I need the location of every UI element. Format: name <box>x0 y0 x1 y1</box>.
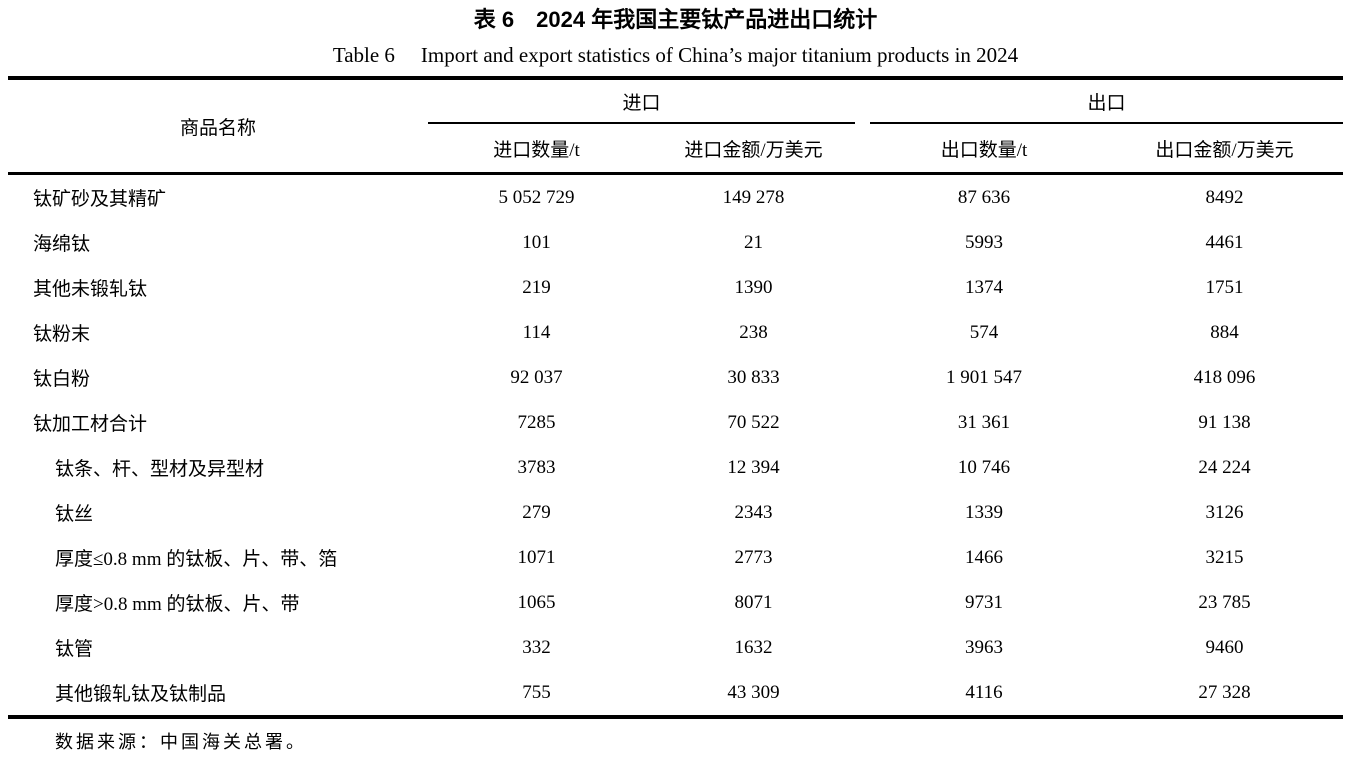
value-cell: 149 278 <box>722 186 785 208</box>
value-cell: 23 785 <box>1198 591 1251 613</box>
value-cell: 91 138 <box>1198 411 1251 433</box>
column-group-export-label: 出口 <box>870 80 1344 124</box>
value-cell: 9460 <box>1205 636 1244 658</box>
value-cell: 1751 <box>1205 276 1244 298</box>
value-cell: 114 <box>522 321 551 343</box>
column-group-import: 进口 <box>428 78 862 124</box>
value-cell: 1632 <box>734 636 773 658</box>
group-header-row: 商品名称 进口 出口 <box>8 78 1344 175</box>
value-cell: 238 <box>739 321 768 343</box>
table-number-en: Table 6 <box>332 43 395 67</box>
product-name-cell: 钛粉末 <box>33 324 91 345</box>
value-cell: 755 <box>522 681 551 703</box>
value-cell: 8071 <box>734 591 773 613</box>
value-cell: 10 746 <box>957 456 1011 478</box>
value-cell: 70 522 <box>727 411 780 433</box>
product-name-cell: 其他锻轧钛及钛制品 <box>55 684 227 705</box>
table-row: 钛粉末 114 238 574 884 <box>8 310 1343 355</box>
column-group-import-label: 进口 <box>428 80 856 124</box>
value-cell: 1390 <box>734 276 773 298</box>
value-cell: 418 096 <box>1193 366 1256 388</box>
value-cell: 4461 <box>1205 231 1244 253</box>
product-name-cell: 钛丝 <box>55 504 94 525</box>
sub-header-row: 进口数量/t 进口金额/万美元 出口数量/t 出口金额/万美元 <box>8 124 1344 175</box>
value-cell: 24 224 <box>1198 456 1251 478</box>
product-name-cell: 厚度>0.8 mm 的钛板、片、带 <box>55 594 300 615</box>
value-cell: 92 037 <box>510 366 563 388</box>
column-header-export-quantity: 出口数量/t <box>862 124 1107 175</box>
table-title-zh: 表 6 2024 年我国主要钛产品进出口统计 <box>0 0 1351 34</box>
table-row: 其他锻轧钛及钛制品 755 43 309 4116 27 328 <box>8 670 1343 717</box>
value-cell: 574 <box>969 321 999 343</box>
table-title-zh-text: 2024 年我国主要钛产品进出口统计 <box>536 7 878 32</box>
value-cell: 27 328 <box>1198 681 1251 703</box>
value-cell: 5993 <box>965 231 1004 253</box>
table-row: 钛白粉 92 037 30 833 1 901 547 418 096 <box>8 355 1343 400</box>
table-title-en: Table 6 Import and export statistics of C… <box>0 42 1351 68</box>
table-number-zh: 表 6 <box>473 7 515 32</box>
data-source-note: 数据来源：中国海关总署。 <box>55 732 307 752</box>
value-cell: 1071 <box>517 546 556 568</box>
product-name-cell: 钛加工材合计 <box>33 414 148 435</box>
column-header-import-value: 进口金额/万美元 <box>645 124 863 175</box>
value-cell: 279 <box>522 501 551 523</box>
table-row: 厚度>0.8 mm 的钛板、片、带 1065 8071 9731 23 785 <box>8 580 1343 625</box>
table-row: 厚度≤0.8 mm 的钛板、片、带、箔 1071 2773 1466 3215 <box>8 535 1343 580</box>
value-cell: 1466 <box>965 546 1004 568</box>
table-row: 钛丝 279 2343 1339 3126 <box>8 490 1343 535</box>
value-cell: 332 <box>522 636 551 658</box>
column-group-export: 出口 <box>862 78 1344 124</box>
value-cell: 3783 <box>517 456 556 478</box>
column-header-product: 商品名称 <box>8 78 428 175</box>
value-cell: 9731 <box>965 591 1004 613</box>
table-row: 钛管 332 1632 3963 9460 <box>8 625 1343 670</box>
product-name-cell: 厚度≤0.8 mm 的钛板、片、带、箔 <box>55 549 338 570</box>
table-row: 钛矿砂及其精矿 5 052 729 149 278 87 636 8492 <box>8 174 1343 221</box>
value-cell: 21 <box>744 231 763 253</box>
table-row: 钛条、杆、型材及异型材 3783 12 394 10 746 24 224 <box>8 445 1343 490</box>
value-cell: 2343 <box>734 501 773 523</box>
value-cell: 30 833 <box>727 366 780 388</box>
value-cell: 43 309 <box>727 681 780 703</box>
value-cell: 5 052 729 <box>498 186 575 208</box>
product-name-cell: 其他未锻轧钛 <box>33 279 148 300</box>
value-cell: 1374 <box>965 276 1004 298</box>
value-cell: 1339 <box>965 501 1004 523</box>
table-row: 海绵钛 101 21 5993 4461 <box>8 220 1343 265</box>
value-cell: 219 <box>522 276 551 298</box>
value-cell: 87 636 <box>957 186 1011 208</box>
product-name-cell: 钛矿砂及其精矿 <box>33 189 167 210</box>
value-cell: 31 361 <box>957 411 1011 433</box>
product-name-cell: 钛条、杆、型材及异型材 <box>55 459 265 480</box>
value-cell: 1 901 547 <box>946 366 1023 388</box>
product-name-cell: 海绵钛 <box>33 234 91 255</box>
value-cell: 2773 <box>734 546 773 568</box>
value-cell: 3963 <box>965 636 1004 658</box>
product-name-cell: 钛管 <box>55 639 94 660</box>
table-title-en-text: Import and export statistics of China’s … <box>420 43 1019 67</box>
column-header-export-value: 出口金额/万美元 <box>1106 124 1344 175</box>
import-export-table: 商品名称 进口 出口 进口数量/t 进口金额/万美元 出口数量/t 出口金额/万… <box>8 76 1344 719</box>
value-cell: 1065 <box>517 591 556 613</box>
value-cell: 3126 <box>1205 501 1244 523</box>
value-cell: 101 <box>522 231 551 253</box>
value-cell: 12 394 <box>727 456 780 478</box>
product-name-cell: 钛白粉 <box>33 369 91 390</box>
value-cell: 7285 <box>517 411 556 433</box>
table-row: 钛加工材合计 7285 70 522 31 361 91 138 <box>8 400 1343 445</box>
value-cell: 884 <box>1210 321 1239 343</box>
value-cell: 4116 <box>965 681 1003 703</box>
column-header-import-quantity: 进口数量/t <box>428 124 645 175</box>
value-cell: 8492 <box>1205 186 1244 208</box>
table-row: 其他未锻轧钛 219 1390 1374 1751 <box>8 265 1343 310</box>
value-cell: 3215 <box>1205 546 1244 568</box>
